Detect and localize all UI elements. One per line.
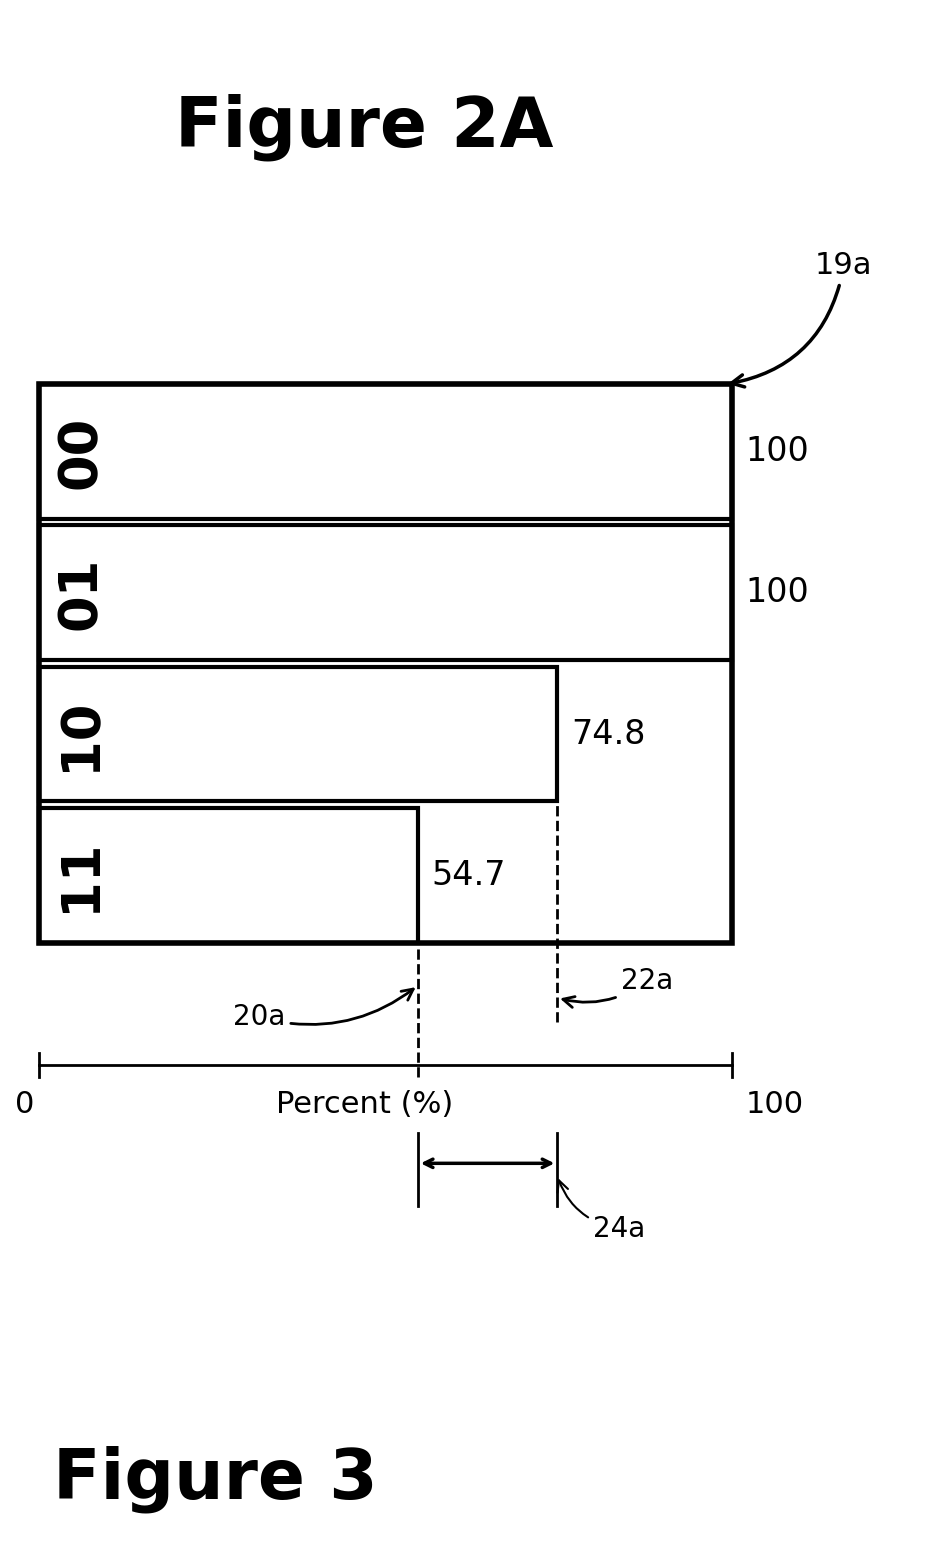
Bar	[39, 666, 557, 802]
Text: 100: 100	[746, 435, 810, 468]
Bar	[39, 808, 418, 942]
Text: 100: 100	[746, 1090, 804, 1119]
Text: Figure 3: Figure 3	[53, 1446, 378, 1513]
Text: 19a: 19a	[732, 251, 872, 387]
Text: 01: 01	[55, 557, 107, 630]
Text: Figure 2A: Figure 2A	[176, 94, 554, 161]
Bar	[39, 526, 732, 660]
Text: 20a: 20a	[233, 989, 413, 1031]
Text: 100: 100	[746, 577, 810, 610]
Text: 74.8: 74.8	[571, 718, 646, 750]
Text: 0: 0	[15, 1090, 35, 1119]
Text: 00: 00	[55, 415, 107, 488]
Text: 10: 10	[55, 697, 107, 771]
Text: 54.7: 54.7	[431, 858, 506, 892]
Text: 11: 11	[55, 838, 107, 911]
Bar	[39, 384, 732, 942]
Bar	[39, 384, 732, 519]
Text: Percent (%): Percent (%)	[276, 1090, 453, 1119]
Text: 24a: 24a	[558, 1181, 646, 1243]
Text: 22a: 22a	[563, 967, 673, 1008]
